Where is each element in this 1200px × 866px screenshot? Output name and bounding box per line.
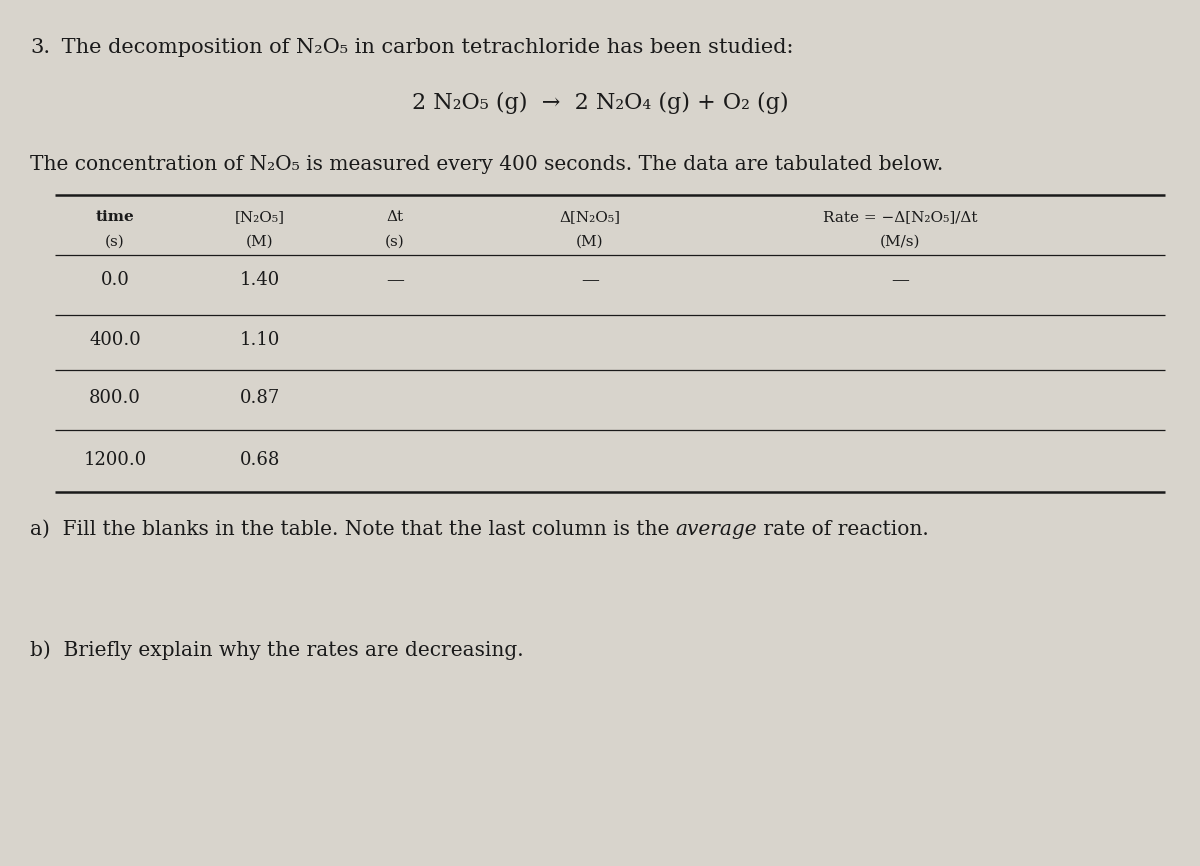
Text: [N₂O₅]: [N₂O₅]: [235, 210, 286, 224]
Text: Δ[N₂O₅]: Δ[N₂O₅]: [559, 210, 620, 224]
Text: time: time: [96, 210, 134, 224]
Text: (s): (s): [106, 235, 125, 249]
Text: 1200.0: 1200.0: [83, 451, 146, 469]
Text: 1.40: 1.40: [240, 271, 280, 289]
Text: (M): (M): [246, 235, 274, 249]
Text: rate of reaction.: rate of reaction.: [757, 520, 929, 539]
Text: (M/s): (M/s): [880, 235, 920, 249]
Text: The decomposition of N₂O₅ in carbon tetrachloride has been studied:: The decomposition of N₂O₅ in carbon tetr…: [55, 38, 793, 57]
Text: 0.0: 0.0: [101, 271, 130, 289]
Text: 400.0: 400.0: [89, 331, 140, 349]
Text: —: —: [892, 271, 908, 289]
Text: Rate = −Δ[N₂O₅]/Δt: Rate = −Δ[N₂O₅]/Δt: [823, 210, 977, 224]
Text: 800.0: 800.0: [89, 389, 140, 407]
Text: 1.10: 1.10: [240, 331, 280, 349]
Text: a)  Fill the blanks in the table. Note that the last column is the: a) Fill the blanks in the table. Note th…: [30, 520, 676, 539]
Text: 3.: 3.: [30, 38, 50, 57]
Text: Δt: Δt: [386, 210, 403, 224]
Text: 2 N₂O₅ (g)  →  2 N₂O₄ (g) + O₂ (g): 2 N₂O₅ (g) → 2 N₂O₄ (g) + O₂ (g): [412, 92, 788, 114]
Text: 0.87: 0.87: [240, 389, 280, 407]
Text: b)  Briefly explain why the rates are decreasing.: b) Briefly explain why the rates are dec…: [30, 640, 523, 660]
Text: (s): (s): [385, 235, 404, 249]
Text: —: —: [386, 271, 404, 289]
Text: The concentration of N₂O₅ is measured every 400 seconds. The data are tabulated : The concentration of N₂O₅ is measured ev…: [30, 155, 943, 174]
Text: —: —: [581, 271, 599, 289]
Text: average: average: [676, 520, 757, 539]
Text: 0.68: 0.68: [240, 451, 280, 469]
Text: (M): (M): [576, 235, 604, 249]
